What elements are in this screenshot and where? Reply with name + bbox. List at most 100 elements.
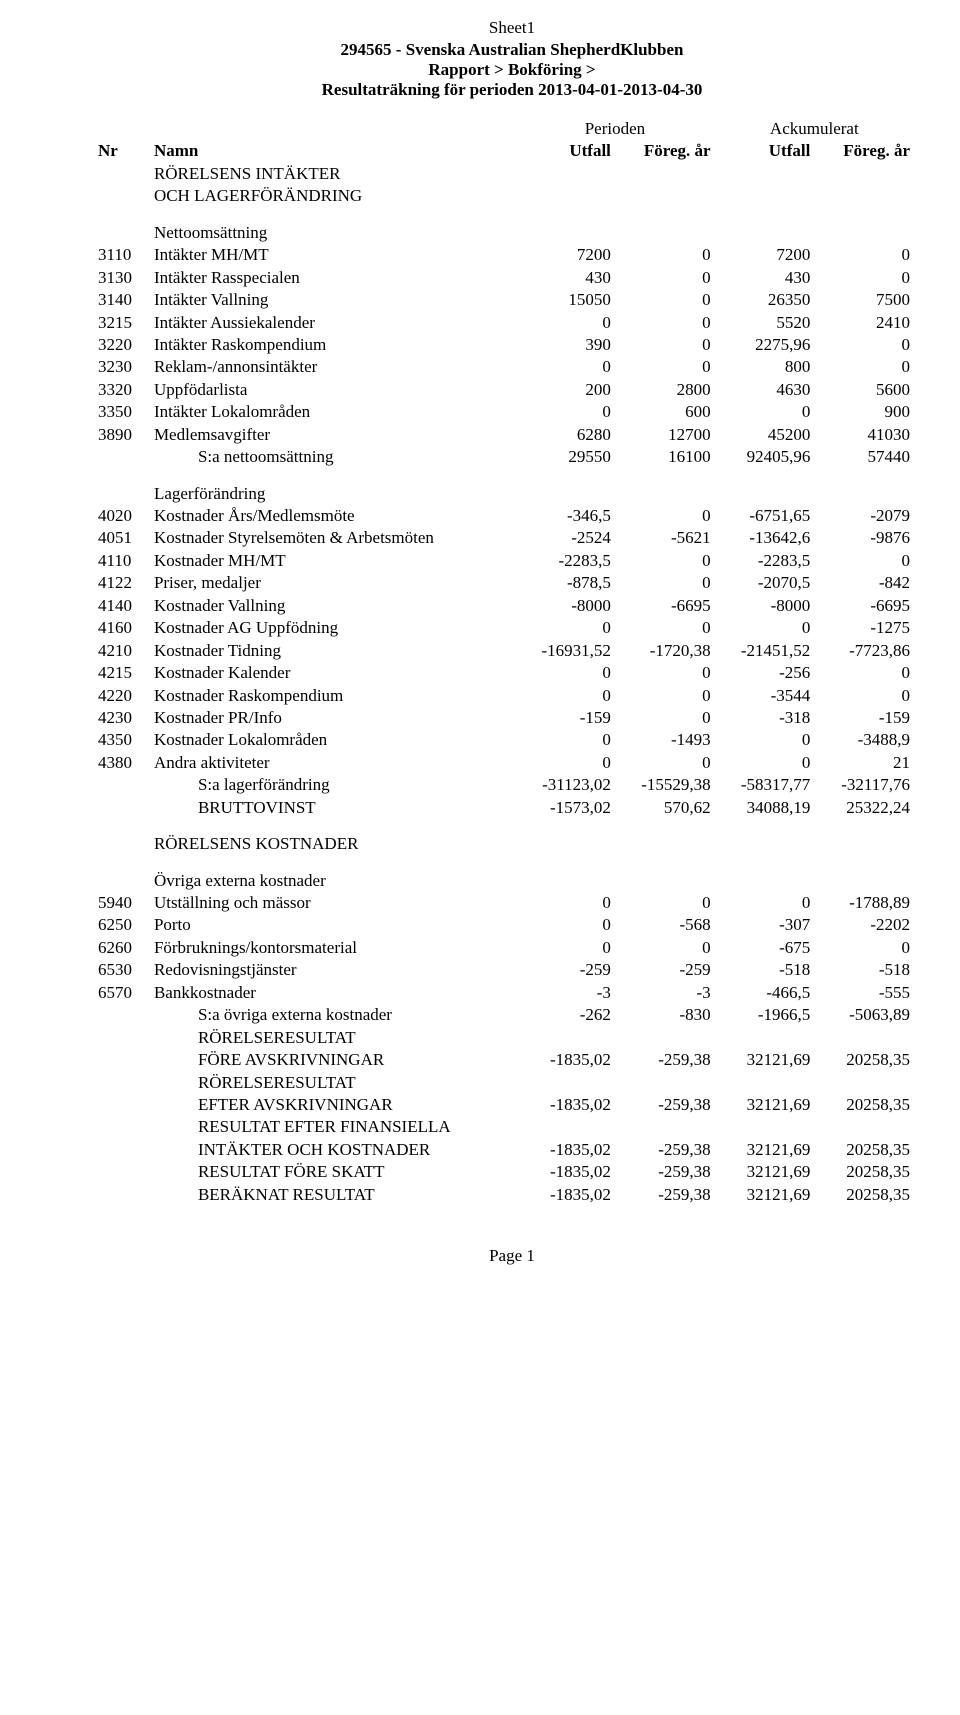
cell: 15050 <box>515 289 615 311</box>
sum-row: S:a övriga externa kostnader -262 -830 -… <box>94 1004 914 1026</box>
row-name: Intäkter Aussiekalender <box>150 312 515 334</box>
col-namn: Namn <box>150 140 515 162</box>
table-row: 3220Intäkter Raskompendium39002275,960 <box>94 334 914 356</box>
lagerforandring-label: Lagerförändring <box>150 469 914 505</box>
cell: 6280 <box>515 424 615 446</box>
row-name: Medlemsavgifter <box>150 424 515 446</box>
cell: 32121,69 <box>715 1184 815 1206</box>
cell: -259,38 <box>615 1161 715 1183</box>
cell: -2283,5 <box>515 550 615 572</box>
sum-row: S:a nettoomsättning 29550 16100 92405,96… <box>94 446 914 468</box>
cell: 0 <box>615 244 715 266</box>
row-name: Kostnader Tidning <box>150 640 515 662</box>
cell: -1788,89 <box>814 892 914 914</box>
cell: 20258,35 <box>814 1139 914 1161</box>
cell: 0 <box>814 550 914 572</box>
efter-avskrivningar-label: EFTER AVSKRIVNINGAR <box>150 1094 515 1116</box>
cell: 0 <box>615 685 715 707</box>
result-label-row: RESULTAT EFTER FINANSIELLA <box>94 1116 914 1138</box>
row-nr: 3350 <box>94 401 150 423</box>
col-foreg-a: Föreg. år <box>814 140 914 162</box>
section-heading: RÖRELSENS KOSTNADER <box>94 819 914 855</box>
page-footer: Page 1 <box>94 1246 930 1266</box>
row-nr: 4350 <box>94 729 150 751</box>
cell: 0 <box>615 267 715 289</box>
section-heading: Nettoomsättning <box>94 208 914 244</box>
cell: 0 <box>814 356 914 378</box>
cell: 0 <box>615 892 715 914</box>
cell: 200 <box>515 379 615 401</box>
table-row: 3110Intäkter MH/MT7200072000 <box>94 244 914 266</box>
cell: -1966,5 <box>715 1004 815 1026</box>
cell: 0 <box>715 401 815 423</box>
cell: 0 <box>814 685 914 707</box>
beraknat-resultat-label: BERÄKNAT RESULTAT <box>150 1184 515 1206</box>
cell: 0 <box>515 662 615 684</box>
row-nr: 6260 <box>94 937 150 959</box>
bruttovinst-row: BRUTTOVINST -1573,02 570,62 34088,19 253… <box>94 797 914 819</box>
cell: 0 <box>814 937 914 959</box>
sum-row: S:a lagerförändring -31123,02 -15529,38 … <box>94 774 914 796</box>
table-row: 4020Kostnader Års/Medlemsmöte-346,50-675… <box>94 505 914 527</box>
table-row: 4220Kostnader Raskompendium00-35440 <box>94 685 914 707</box>
sa-ovriga-label: S:a övriga externa kostnader <box>150 1004 515 1026</box>
cell: 0 <box>615 505 715 527</box>
row-nr: 4215 <box>94 662 150 684</box>
row-name: Kostnader Lokalområden <box>150 729 515 751</box>
cell: -8000 <box>715 595 815 617</box>
row-name: Uppfödarlista <box>150 379 515 401</box>
section-heading: RÖRELSENS INTÄKTER <box>94 163 914 185</box>
result-row: EFTER AVSKRIVNINGAR -1835,02 -259,38 321… <box>94 1094 914 1116</box>
cell: -1835,02 <box>515 1049 615 1071</box>
resultat-finansiella-label: RESULTAT EFTER FINANSIELLA <box>150 1116 914 1138</box>
result-label-row: RÖRELSERESULTAT <box>94 1027 914 1049</box>
row-nr: 3890 <box>94 424 150 446</box>
ack-header: Ackumulerat <box>715 118 914 140</box>
table-row: 4230Kostnader PR/Info-1590-318-159 <box>94 707 914 729</box>
table-row: 4051Kostnader Styrelsemöten & Arbetsmöte… <box>94 527 914 549</box>
cell: -555 <box>814 982 914 1004</box>
table-row: 4350Kostnader Lokalområden0-14930-3488,9 <box>94 729 914 751</box>
cell: -3 <box>515 982 615 1004</box>
cell: -31123,02 <box>515 774 615 796</box>
cell: 430 <box>515 267 615 289</box>
cell: 29550 <box>515 446 615 468</box>
cell: -1835,02 <box>515 1139 615 1161</box>
table-row: 6250Porto0-568-307-2202 <box>94 914 914 936</box>
cell: 20258,35 <box>814 1184 914 1206</box>
cell: 32121,69 <box>715 1094 815 1116</box>
cell: 0 <box>715 892 815 914</box>
cell: 2410 <box>814 312 914 334</box>
cell: -1835,02 <box>515 1184 615 1206</box>
cell: -159 <box>814 707 914 729</box>
cell: 0 <box>615 289 715 311</box>
cell: -3488,9 <box>814 729 914 751</box>
cell: -346,5 <box>515 505 615 527</box>
row-nr: 3320 <box>94 379 150 401</box>
row-nr: 4140 <box>94 595 150 617</box>
row-nr: 5940 <box>94 892 150 914</box>
cell: 21 <box>814 752 914 774</box>
cell: -1835,02 <box>515 1161 615 1183</box>
row-name: Priser, medaljer <box>150 572 515 594</box>
cell: 0 <box>615 662 715 684</box>
report-header: 294565 - Svenska Australian ShepherdKlub… <box>94 40 930 100</box>
row-nr: 3215 <box>94 312 150 334</box>
row-nr: 4051 <box>94 527 150 549</box>
period-header: Perioden <box>515 118 714 140</box>
row-nr: 4380 <box>94 752 150 774</box>
row-name: Andra aktiviteter <box>150 752 515 774</box>
cell: 41030 <box>814 424 914 446</box>
cell: -307 <box>715 914 815 936</box>
cell: -6695 <box>615 595 715 617</box>
cell: -2202 <box>814 914 914 936</box>
table-row: 6530Redovisningstjänster-259-259-518-518 <box>94 959 914 981</box>
row-nr: 6250 <box>94 914 150 936</box>
bruttovinst-label: BRUTTOVINST <box>150 797 515 819</box>
row-nr: 3230 <box>94 356 150 378</box>
cell: -675 <box>715 937 815 959</box>
cell: 5520 <box>715 312 815 334</box>
row-nr: 3140 <box>94 289 150 311</box>
row-name: Utställning och mässor <box>150 892 515 914</box>
report-title: Resultaträkning för perioden 2013-04-01-… <box>94 80 930 100</box>
